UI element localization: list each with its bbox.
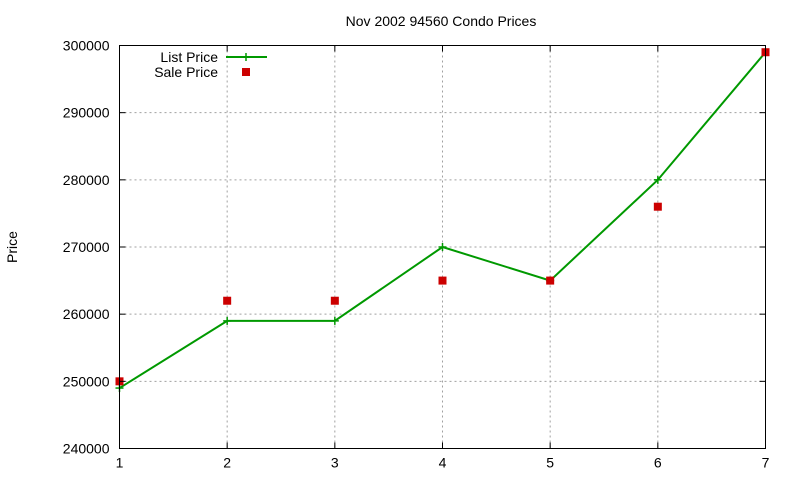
legend-label: List Price [160, 49, 218, 65]
y-tick-label: 300000 [63, 38, 110, 54]
legend-swatch-marker [242, 68, 250, 76]
data-point [438, 243, 447, 251]
x-tick-label: 4 [439, 455, 447, 471]
x-tick-label: 2 [223, 455, 231, 471]
data-point [223, 316, 232, 325]
legend-entry: Sale Price [154, 64, 250, 80]
legend-entry: List Price [160, 49, 267, 65]
chart-title: Nov 2002 94560 Condo Prices [346, 13, 537, 29]
data-point [653, 175, 662, 184]
data-point [330, 296, 339, 305]
axis-ticks: 1 2 3 4 5 6 7 240000 250000 260000 270000 280000 290… [63, 38, 770, 471]
y-tick-label: 290000 [63, 105, 110, 121]
data-point [223, 296, 232, 305]
y-tick-label: 250000 [63, 373, 110, 389]
legend-label: Sale Price [154, 64, 218, 80]
plot-area [115, 48, 770, 393]
x-tick-label: 7 [762, 455, 770, 471]
y-tick-label: 260000 [63, 306, 110, 322]
series-line [118, 51, 767, 389]
y-axis-label: Price [4, 231, 20, 263]
data-point [653, 202, 662, 211]
x-tick-label: 6 [654, 455, 662, 471]
x-tick-label: 3 [331, 455, 339, 471]
x-tick-label: 1 [116, 455, 124, 471]
series-list-price [115, 48, 770, 393]
data-point [546, 276, 555, 285]
y-tick-label: 270000 [63, 239, 110, 255]
x-tick-label: 5 [546, 455, 554, 471]
legend-swatch-marker [242, 53, 250, 61]
data-point [438, 276, 447, 285]
y-tick-label: 280000 [63, 172, 110, 188]
y-tick-label: 240000 [63, 441, 110, 457]
data-point [330, 316, 339, 325]
